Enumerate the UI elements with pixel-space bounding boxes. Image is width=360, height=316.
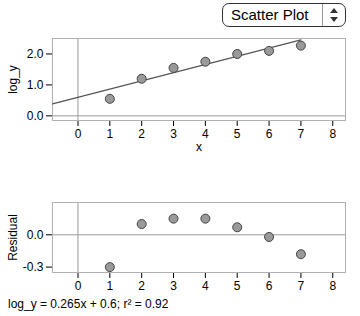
svg-text:7: 7 <box>298 279 305 293</box>
html-text:Scatter Plot: Scatter Plot <box>231 6 309 23</box>
svg-text:0.0: 0.0 <box>27 109 44 123</box>
svg-text:6: 6 <box>266 279 273 293</box>
svg-text:5: 5 <box>234 279 241 293</box>
svg-text:2: 2 <box>138 127 145 141</box>
svg-text:0: 0 <box>75 279 82 293</box>
svg-text:3: 3 <box>170 279 177 293</box>
svg-text:0.0: 0.0 <box>27 228 44 242</box>
svg-text:log_y: log_y <box>6 65 20 94</box>
svg-text:1: 1 <box>106 279 113 293</box>
html-text:log_y = 0.265x + 0.6; r² = 0.9: log_y = 0.265x + 0.6; r² = 0.92 <box>8 297 169 311</box>
svg-text:2: 2 <box>138 279 145 293</box>
svg-text:5: 5 <box>234 127 241 141</box>
svg-text:-0.3: -0.3 <box>23 260 44 274</box>
svg-text:2.0: 2.0 <box>27 47 44 61</box>
svg-text:8: 8 <box>329 127 336 141</box>
svg-text:3: 3 <box>170 127 177 141</box>
svg-text:1.0: 1.0 <box>27 78 44 92</box>
svg-text:Residual: Residual <box>6 214 20 261</box>
svg-text:4: 4 <box>202 279 209 293</box>
svg-text:4: 4 <box>202 127 209 141</box>
svg-text:x: x <box>196 140 202 154</box>
svg-text:1: 1 <box>106 127 113 141</box>
svg-text:6: 6 <box>266 127 273 141</box>
svg-text:0: 0 <box>75 127 82 141</box>
svg-text:7: 7 <box>298 127 305 141</box>
svg-text:8: 8 <box>329 279 336 293</box>
